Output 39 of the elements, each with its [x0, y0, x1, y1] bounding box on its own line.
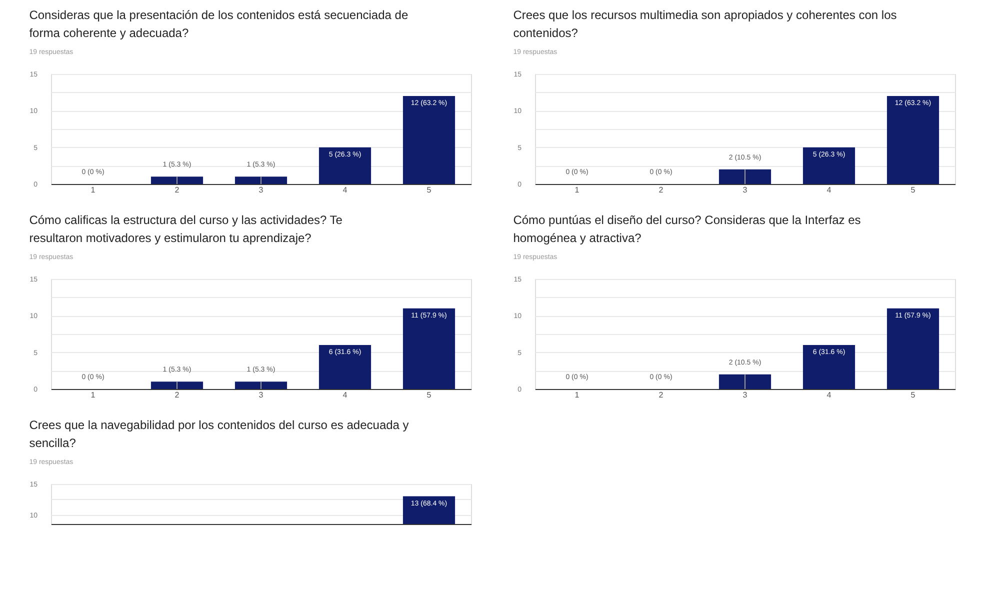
- bar: [150, 176, 204, 184]
- x-tick-label: 5: [910, 390, 916, 400]
- bar: [318, 147, 372, 184]
- x-tick-label: 2: [174, 390, 180, 400]
- x-tick-label: 2: [174, 186, 180, 194]
- bar: [234, 176, 288, 184]
- bar: [802, 345, 856, 389]
- bar: [402, 96, 456, 184]
- bar: [718, 169, 772, 184]
- x-tick-label: 4: [342, 390, 348, 400]
- bar: [718, 374, 772, 389]
- x-tick-label: 1: [574, 390, 580, 400]
- bar: [234, 382, 288, 389]
- x-tick-label: 1: [574, 186, 580, 194]
- chart-title: Cómo calificas la estructura del curso y las actividades? Te resultaron motivadores y estimularon tu aprendizaje?: [29, 213, 343, 245]
- x-tick-label: 2: [658, 390, 664, 400]
- x-tick-label: 4: [826, 186, 832, 194]
- x-tick-label: 2: [658, 186, 664, 194]
- x-tick-label: 4: [342, 186, 348, 194]
- bar: [886, 308, 940, 389]
- x-tick-label: 1: [90, 186, 96, 194]
- x-tick-label: 5: [910, 186, 916, 194]
- chart-title: Crees que los recursos multimedia son apropiados y coherentes con los contenidos?: [513, 8, 897, 40]
- x-tick-label: 5: [426, 186, 432, 194]
- x-tick-label: 3: [742, 186, 748, 194]
- x-tick-label: 3: [258, 186, 264, 194]
- bar: [318, 345, 372, 389]
- bar: [802, 147, 856, 184]
- chart-title: Crees que la navegabilidad por los contenidos del curso es adecuada y sencilla?: [29, 418, 409, 450]
- x-tick-label: 4: [826, 390, 832, 400]
- x-tick-label: 5: [426, 390, 432, 400]
- chart-title: Cómo puntúas el diseño del curso? Consideras que la Interfaz es homogénea y atractiva?: [513, 213, 861, 245]
- x-tick-label: 3: [742, 390, 748, 400]
- bar: [402, 308, 456, 389]
- bar: [886, 96, 940, 184]
- bar: [150, 382, 204, 389]
- x-tick-label: 3: [258, 390, 264, 400]
- chart-title: Consideras que la presentación de los contenidos está secuenciada de forma coherente y adecuada?: [29, 8, 408, 40]
- x-tick-label: 1: [90, 390, 96, 400]
